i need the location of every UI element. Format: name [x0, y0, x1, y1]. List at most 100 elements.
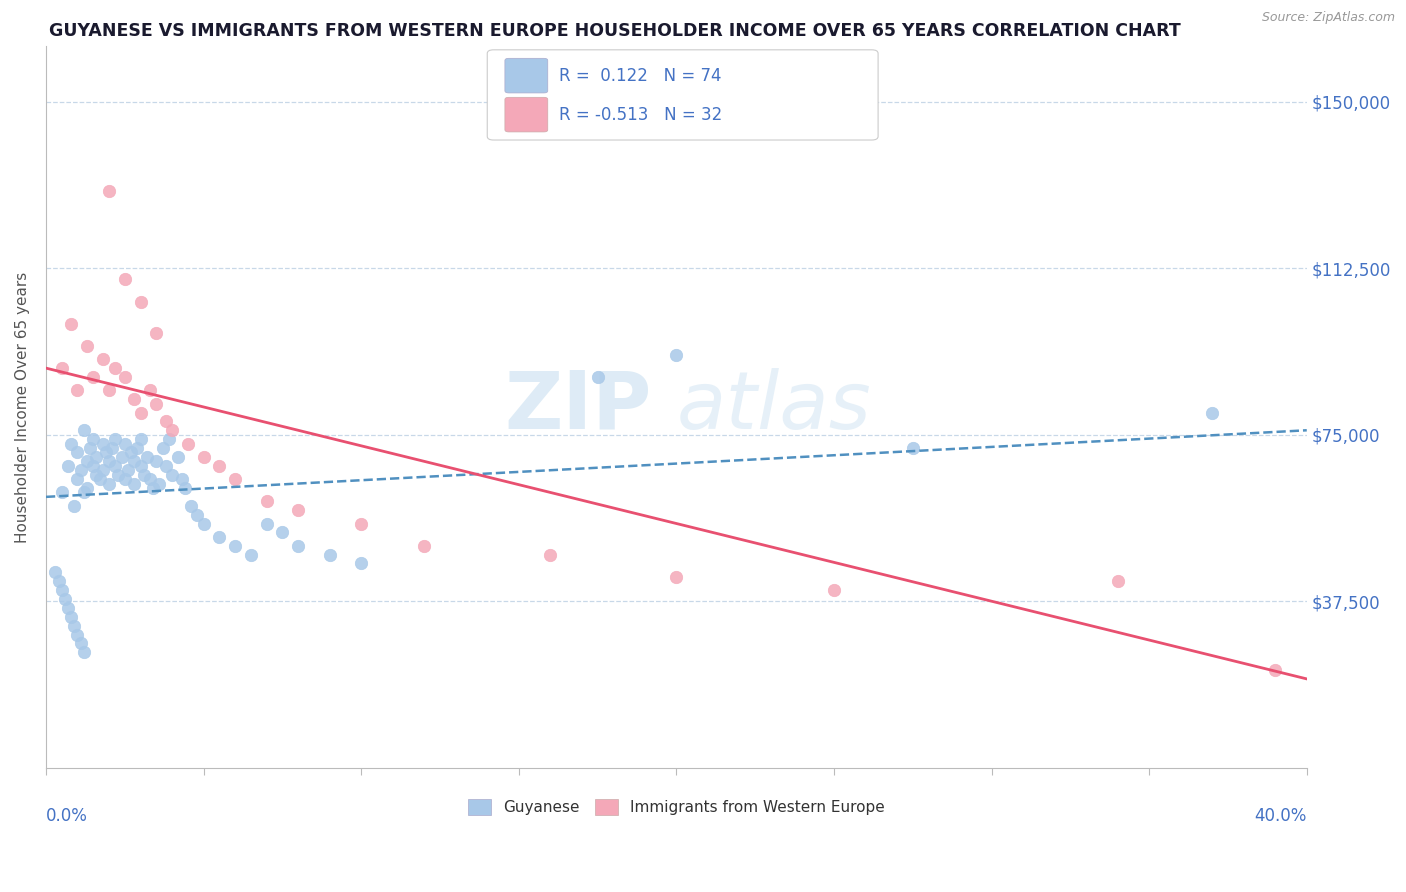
Point — [224, 472, 246, 486]
Point — [91, 436, 114, 450]
Text: R = -0.513   N = 32: R = -0.513 N = 32 — [560, 105, 723, 124]
Point — [127, 441, 149, 455]
Point — [114, 472, 136, 486]
Point — [145, 454, 167, 468]
Point — [76, 481, 98, 495]
Point — [60, 609, 83, 624]
Point — [60, 436, 83, 450]
Point — [180, 499, 202, 513]
Point — [901, 441, 924, 455]
Point — [142, 481, 165, 495]
Point — [91, 463, 114, 477]
Point — [66, 472, 89, 486]
Point — [665, 348, 688, 362]
Point — [132, 467, 155, 482]
Point — [1264, 663, 1286, 677]
Point — [73, 485, 96, 500]
Point — [318, 548, 340, 562]
Point — [177, 436, 200, 450]
Point — [94, 445, 117, 459]
Point — [76, 339, 98, 353]
Point — [665, 570, 688, 584]
Point — [157, 432, 180, 446]
Legend: Guyanese, Immigrants from Western Europe: Guyanese, Immigrants from Western Europe — [461, 793, 891, 822]
Point — [98, 476, 121, 491]
Y-axis label: Householder Income Over 65 years: Householder Income Over 65 years — [15, 271, 30, 542]
Point — [129, 294, 152, 309]
FancyBboxPatch shape — [505, 97, 548, 132]
Point — [538, 548, 561, 562]
Point — [256, 516, 278, 531]
Point — [287, 503, 309, 517]
Point — [823, 583, 845, 598]
Point — [98, 184, 121, 198]
Point — [139, 384, 162, 398]
Point — [111, 450, 134, 464]
Point — [82, 370, 104, 384]
Point — [104, 432, 127, 446]
Text: 0.0%: 0.0% — [46, 807, 87, 825]
Point — [350, 557, 373, 571]
Point — [239, 548, 262, 562]
Point — [69, 463, 91, 477]
Point — [91, 352, 114, 367]
Point — [256, 494, 278, 508]
Point — [155, 414, 177, 428]
Point — [73, 423, 96, 437]
Point — [586, 370, 609, 384]
Point — [60, 317, 83, 331]
Point — [44, 566, 66, 580]
Point — [139, 472, 162, 486]
Point — [63, 499, 86, 513]
Point — [271, 525, 294, 540]
Point — [51, 485, 73, 500]
Point — [101, 441, 124, 455]
Point — [135, 450, 157, 464]
Point — [287, 539, 309, 553]
Point — [122, 392, 145, 407]
Text: R =  0.122   N = 74: R = 0.122 N = 74 — [560, 67, 721, 85]
Point — [129, 458, 152, 473]
Point — [186, 508, 208, 522]
Point — [350, 516, 373, 531]
Point — [104, 458, 127, 473]
Point — [66, 627, 89, 641]
Point — [1107, 574, 1129, 589]
Text: ZIP: ZIP — [503, 368, 651, 446]
Point — [76, 454, 98, 468]
Point — [122, 476, 145, 491]
Point — [107, 467, 129, 482]
Point — [98, 454, 121, 468]
Point — [129, 432, 152, 446]
Point — [224, 539, 246, 553]
FancyBboxPatch shape — [505, 58, 548, 93]
Point — [53, 592, 76, 607]
Point — [56, 600, 79, 615]
Point — [155, 458, 177, 473]
Point — [160, 467, 183, 482]
Point — [82, 458, 104, 473]
Point — [145, 397, 167, 411]
Point — [1201, 405, 1223, 419]
Point — [48, 574, 70, 589]
Point — [79, 441, 101, 455]
Point — [51, 361, 73, 376]
Point — [148, 476, 170, 491]
Point — [73, 645, 96, 659]
Point — [98, 384, 121, 398]
Point — [160, 423, 183, 437]
Point — [69, 636, 91, 650]
Text: GUYANESE VS IMMIGRANTS FROM WESTERN EUROPE HOUSEHOLDER INCOME OVER 65 YEARS CORR: GUYANESE VS IMMIGRANTS FROM WESTERN EURO… — [49, 22, 1181, 40]
Point — [208, 458, 231, 473]
Point — [66, 384, 89, 398]
Point — [56, 458, 79, 473]
Point — [413, 539, 436, 553]
Point — [82, 432, 104, 446]
Point — [86, 450, 108, 464]
Point — [86, 467, 108, 482]
Point — [129, 405, 152, 419]
Point — [152, 441, 174, 455]
Point — [145, 326, 167, 340]
Point — [167, 450, 190, 464]
Text: atlas: atlas — [676, 368, 872, 446]
